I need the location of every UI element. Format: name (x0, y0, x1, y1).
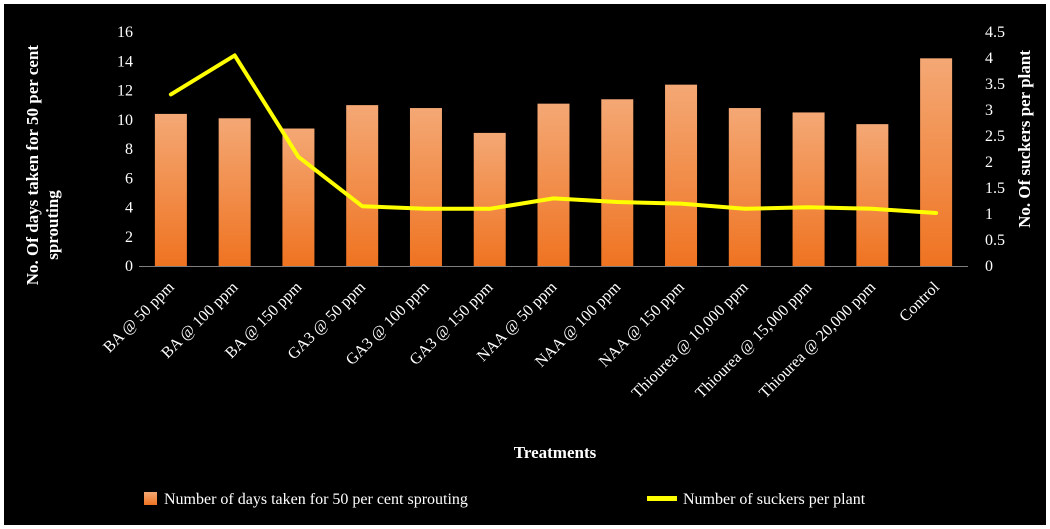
bar (856, 124, 889, 266)
left-tick-label: 4 (125, 200, 133, 217)
bar (346, 105, 379, 266)
right-tick-label: 4 (985, 50, 993, 67)
legend-swatch-line (647, 496, 677, 501)
right-tick-label: 3 (985, 102, 993, 119)
x-tick-label: Control (896, 278, 943, 325)
line-series (168, 53, 939, 215)
x-tick-label: Thiourea @ 15,000 ppm (692, 278, 815, 401)
right-tick-label: 3.5 (985, 76, 1005, 93)
right-tick-label: 4.5 (985, 24, 1005, 41)
left-tick-label: 8 (125, 141, 133, 158)
bar (920, 58, 953, 267)
right-tick-label: 1.5 (985, 180, 1005, 197)
right-tick-label: 1 (985, 206, 993, 223)
left-tick-label: 2 (125, 229, 133, 246)
y2-axis-title: No. Of suckers per plant (1015, 50, 1034, 228)
right-axis-ticks: 0 0.5 1 1.5 2 2.5 3 3.5 4 4.5 (985, 24, 1005, 275)
left-tick-label: 10 (117, 112, 133, 129)
y-axis-title-line-2: sprouting (43, 190, 62, 260)
left-tick-label: 6 (125, 170, 133, 187)
legend-label-bar: Number of days taken for 50 per cent spr… (164, 491, 468, 508)
legend-swatch-bar (144, 492, 157, 505)
bar (665, 84, 698, 267)
bar (601, 99, 634, 267)
legend-label-line: Number of suckers per plant (683, 491, 866, 508)
right-tick-label: 2.5 (985, 128, 1005, 145)
left-tick-label: 14 (117, 53, 133, 70)
x-axis-title: Treatments (514, 443, 597, 462)
chart-frame: 0 2 4 6 8 10 12 14 16 0 0.5 1 1.5 2 2.5 3 3.5 4 4.5 BA @ … (4, 4, 1046, 525)
y-axis-title: No. Of days taken for 50 per cent sprout… (23, 41, 62, 285)
right-tick-label: 0.5 (985, 232, 1005, 249)
left-axis-ticks: 0 2 4 6 8 10 12 14 16 (117, 24, 133, 275)
bar (473, 132, 506, 266)
left-tick-label: 16 (117, 24, 133, 41)
legend: Number of days taken for 50 per cent spr… (144, 491, 866, 508)
bar (792, 112, 825, 266)
bar-series (154, 58, 953, 267)
bar (537, 103, 570, 266)
x-tick-label: Thiourea @ 20,000 ppm (756, 278, 879, 401)
right-tick-label: 2 (985, 154, 993, 171)
left-tick-label: 0 (125, 258, 133, 275)
x-tick-label: Thiourea @ 10,000 ppm (629, 278, 752, 401)
combo-chart: 0 2 4 6 8 10 12 14 16 0 0.5 1 1.5 2 2.5 3 3.5 4 4.5 BA @ … (23, 24, 1034, 508)
left-tick-label: 12 (117, 83, 133, 100)
y-axis-title-line-1: No. Of days taken for 50 per cent (23, 45, 42, 286)
bar (218, 118, 251, 266)
bar (728, 108, 761, 266)
right-tick-label: 0 (985, 258, 993, 275)
bar (154, 113, 187, 267)
bar (282, 128, 315, 266)
bar (409, 108, 442, 266)
